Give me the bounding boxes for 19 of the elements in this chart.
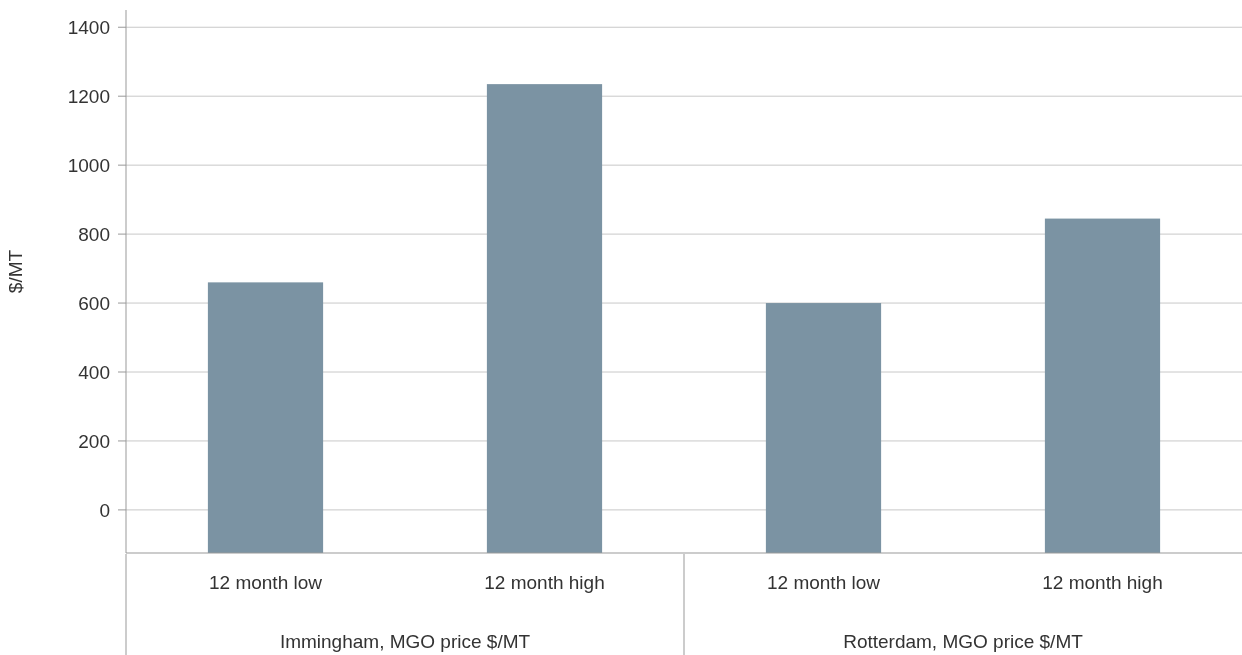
bar [207, 282, 324, 553]
y-tick-label: 1000 [67, 154, 110, 176]
x-tick-label: 12 month high [484, 571, 605, 593]
y-axis-title: $/MT [5, 249, 26, 294]
y-tick-label: 800 [78, 223, 110, 245]
y-tick-label: 200 [78, 430, 110, 452]
x-tick-label: 12 month low [766, 571, 881, 593]
y-tick-label: 600 [78, 292, 110, 314]
x-tick-label: 12 month low [208, 571, 323, 593]
text: Immingham, MGO price $/MT [279, 630, 531, 652]
x-tick-label: 12 month high [1042, 571, 1163, 593]
y-tick-label: 400 [78, 361, 110, 383]
y-tick-label: 1400 [67, 16, 110, 38]
bar [1044, 218, 1161, 553]
y-tick-label: 0 [99, 499, 110, 521]
bar [765, 303, 882, 553]
bar [486, 84, 603, 553]
y-tick-label: 1200 [67, 85, 110, 107]
text: Rotterdam, MGO price $/MT [843, 630, 1084, 652]
